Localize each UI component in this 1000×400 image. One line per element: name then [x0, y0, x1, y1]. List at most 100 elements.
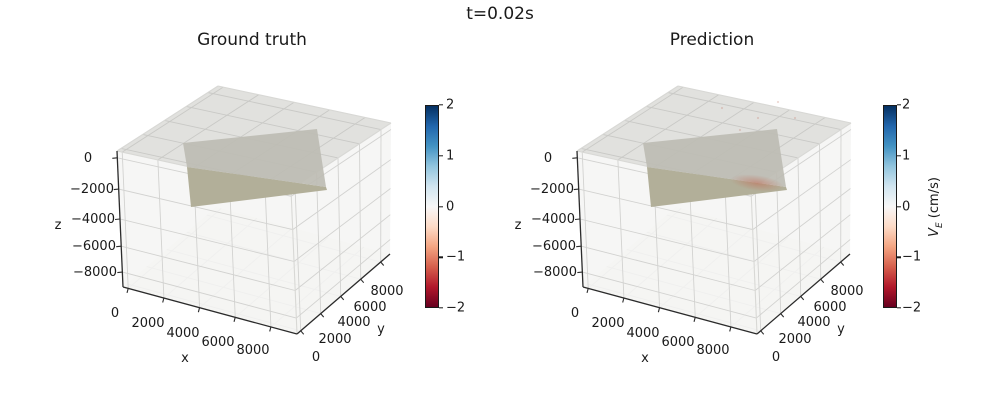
plot-3d-decoration — [572, 85, 852, 335]
z-tick-mark — [572, 157, 578, 159]
grid-line — [186, 106, 360, 145]
z-tick-label: 0 — [544, 151, 552, 166]
grid-line — [581, 245, 756, 291]
x-tick-label: 4000 — [166, 326, 199, 341]
colorbar-tick-mark — [439, 256, 443, 258]
z-tick-mark — [117, 271, 123, 274]
grid-line — [752, 159, 851, 230]
colorbar-axis-label-var: V — [927, 228, 943, 237]
z-tick-mark — [577, 271, 583, 274]
pane-edge — [116, 85, 219, 152]
x-axis-label: x — [641, 351, 649, 366]
y-tick-mark — [800, 296, 805, 301]
x-tick-label: 0 — [571, 306, 579, 321]
colorbar-tick-label: 0 — [902, 199, 911, 214]
z-tick-label: −4000 — [71, 212, 115, 227]
grid-line — [754, 214, 851, 291]
x-tick-mark — [729, 326, 732, 332]
grid-line — [579, 218, 755, 262]
colorbar-tick-label: 2 — [446, 97, 455, 113]
grid-line — [121, 245, 296, 291]
colorbar-tick-label: −2 — [446, 300, 466, 316]
colorbar-tick-label: −1 — [446, 249, 466, 265]
grid-line — [294, 186, 302, 331]
z-tick-label: −2000 — [530, 182, 574, 197]
colorbar-gradient-ground-truth — [425, 105, 439, 308]
y-tick-label: 6000 — [353, 300, 386, 315]
y-tick-mark — [360, 278, 365, 284]
z-tick-label: −6000 — [72, 239, 116, 254]
z-tick-label: −6000 — [532, 239, 576, 254]
y-tick-mark — [840, 261, 845, 266]
colorbar-tick-label: −2 — [902, 300, 922, 316]
y-tick-label: 2000 — [318, 332, 351, 347]
x-tick-label: 8000 — [236, 343, 269, 358]
colorbar-gradient-prediction — [883, 105, 897, 308]
y-tick-mark — [340, 296, 345, 301]
anomaly-speckle — [756, 116, 760, 120]
z-tick-mark — [576, 245, 582, 248]
grid-line — [776, 172, 782, 314]
y-tick-label: 0 — [312, 350, 320, 365]
colorbar-tick-label: 2 — [902, 97, 911, 113]
grid-line — [121, 86, 224, 153]
grid-line — [754, 186, 762, 331]
y-tick-label: 0 — [772, 350, 780, 365]
grid-line — [819, 143, 822, 280]
grid-line — [617, 159, 625, 299]
anomaly-speckle — [776, 100, 780, 104]
z-axis-label: z — [515, 218, 522, 233]
z-tick-mark — [112, 157, 118, 159]
z-tick-mark — [114, 218, 121, 221]
y-tick-label: 8000 — [830, 284, 863, 299]
x-tick-label: 8000 — [696, 343, 729, 358]
grid-line — [582, 271, 757, 319]
colorbar-tick-mark — [897, 104, 901, 106]
y-tick-mark — [320, 313, 325, 318]
grid-line — [119, 218, 295, 262]
x-tick-mark — [162, 297, 165, 303]
pane-edge — [576, 85, 679, 152]
z-tick-label: −4000 — [531, 212, 575, 227]
z-tick-mark — [116, 245, 122, 248]
back-vertical-edge — [290, 188, 298, 335]
colorbar-tick-label: 1 — [446, 148, 455, 164]
grid-line — [316, 172, 322, 314]
x-tick-mark — [269, 326, 272, 332]
y-axis-spine — [756, 253, 851, 335]
y-tick-label: 4000 — [797, 315, 830, 330]
y-tick-mark — [760, 330, 765, 335]
y-tick-label: 4000 — [337, 315, 370, 330]
surface-main — [183, 129, 326, 187]
pane-edge — [217, 85, 392, 124]
y-tick-mark — [820, 278, 825, 284]
x-tick-mark — [233, 317, 236, 322]
x-tick-label: 6000 — [201, 335, 234, 350]
x-tick-mark — [586, 288, 589, 294]
back-vertical-edge — [750, 188, 758, 335]
x-tick-label: 2000 — [131, 316, 164, 331]
colorbar-tick-label: −1 — [902, 249, 922, 265]
z-tick-label: 0 — [84, 151, 92, 166]
grid-line — [753, 188, 851, 262]
grid-line — [581, 86, 684, 153]
panel-title-ground-truth: Ground truth — [197, 30, 307, 50]
surface-main — [643, 129, 786, 187]
anomaly-speckle — [793, 116, 797, 120]
grid-line — [122, 271, 297, 319]
x-axis-spine — [582, 286, 758, 335]
grid-line — [157, 159, 165, 299]
y-axis-label: y — [837, 322, 845, 337]
anomaly-speckle — [738, 128, 742, 132]
colorbar-tick-label: 1 — [902, 148, 911, 164]
grid-line — [359, 143, 362, 280]
figure-suptitle: t=0.02s — [466, 4, 534, 24]
grid-line — [581, 152, 589, 289]
y-tick-label: 6000 — [813, 300, 846, 315]
grid-line — [667, 92, 842, 131]
y-tick-mark — [380, 261, 385, 266]
z-axis-label: z — [55, 218, 62, 233]
z-tick-label: −2000 — [70, 182, 114, 197]
x-tick-mark — [197, 307, 201, 313]
